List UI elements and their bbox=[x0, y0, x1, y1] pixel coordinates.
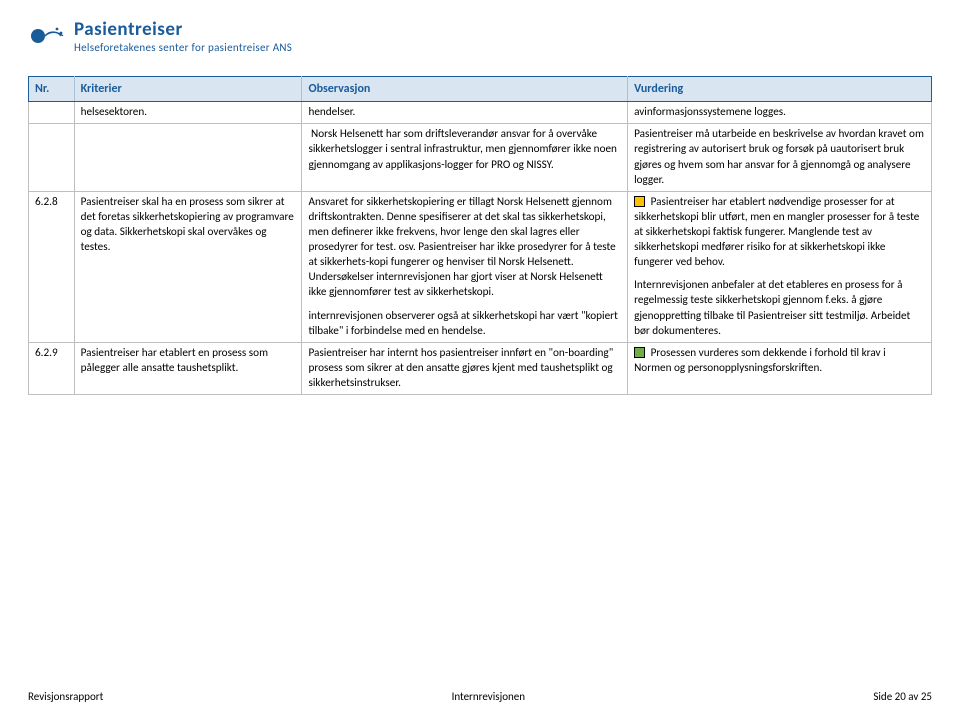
table-row: 6.2.9 Pasientreiser har etablert en pros… bbox=[29, 342, 932, 394]
table-row: Norsk Helsenett har som driftsleverandør… bbox=[29, 124, 932, 191]
vur-p1: Pasientreiser har etablert nødvendige pr… bbox=[634, 195, 925, 271]
status-indicator-icon bbox=[634, 347, 645, 358]
col-header-vurdering: Vurdering bbox=[628, 77, 932, 102]
col-header-kriterier: Kriterier bbox=[74, 77, 302, 102]
cell-observasjon: Norsk Helsenett har som driftsleverandør… bbox=[302, 124, 628, 191]
brand-subtitle: Helseforetakenes senter for pasientreise… bbox=[74, 41, 292, 54]
cell-vurdering: Prosessen vurderes som dekkende i forhol… bbox=[628, 342, 932, 394]
vur-lead: Pasientreiser har etablert nødvendige pr… bbox=[634, 195, 919, 269]
brand-text: Pasientreiser Helseforetakenes senter fo… bbox=[74, 18, 292, 54]
vur-lead: Prosessen vurderes som dekkende i forhol… bbox=[634, 346, 886, 375]
cell-kriterier: Pasientreiser skal ha en prosess som sik… bbox=[74, 191, 302, 342]
table-header-row: Nr. Kriterier Observasjon Vurdering bbox=[29, 77, 932, 102]
vur-p2: Internrevisjonen anbefaler at det etable… bbox=[634, 278, 925, 338]
page-footer: Revisjonsrapport Internrevisjonen Side 2… bbox=[28, 690, 932, 703]
cell-kriterier bbox=[74, 124, 302, 191]
cell-nr: 6.2.8 bbox=[29, 191, 75, 342]
brand-title: Pasientreiser bbox=[74, 18, 292, 41]
table-row: helsesektoren. hendelser. avinformasjons… bbox=[29, 102, 932, 124]
col-header-nr: Nr. bbox=[29, 77, 75, 102]
content-area: Nr. Kriterier Observasjon Vurdering hels… bbox=[0, 64, 960, 395]
cell-vurdering: avinformasjonssystemene logges. bbox=[628, 102, 932, 124]
cell-nr bbox=[29, 102, 75, 124]
col-header-observasjon: Observasjon bbox=[302, 77, 628, 102]
brand-logo-icon bbox=[28, 18, 64, 54]
status-indicator-icon bbox=[634, 196, 645, 207]
cell-observasjon: hendelser. bbox=[302, 102, 628, 124]
cell-vurdering: Pasientreiser må utarbeide en beskrivels… bbox=[628, 124, 932, 191]
obs-p1: Ansvaret for sikkerhetskopiering er till… bbox=[308, 195, 621, 301]
footer-center: Internrevisjonen bbox=[452, 690, 525, 703]
page-header: Pasientreiser Helseforetakenes senter fo… bbox=[0, 0, 960, 64]
footer-right: Side 20 av 25 bbox=[873, 690, 932, 703]
obs-p2: internrevisjonen observerer også at sikk… bbox=[308, 309, 621, 339]
table-row: 6.2.8 Pasientreiser skal ha en prosess s… bbox=[29, 191, 932, 342]
footer-left: Revisjonsrapport bbox=[28, 690, 103, 703]
cell-kriterier: Pasientreiser har etablert en prosess so… bbox=[74, 342, 302, 394]
cell-nr: 6.2.9 bbox=[29, 342, 75, 394]
cell-kriterier: helsesektoren. bbox=[74, 102, 302, 124]
cell-observasjon: Pasientreiser har internt hos pasientrei… bbox=[302, 342, 628, 394]
cell-observasjon: Ansvaret for sikkerhetskopiering er till… bbox=[302, 191, 628, 342]
cell-vurdering: Pasientreiser har etablert nødvendige pr… bbox=[628, 191, 932, 342]
cell-nr bbox=[29, 124, 75, 191]
criteria-table: Nr. Kriterier Observasjon Vurdering hels… bbox=[28, 76, 932, 395]
